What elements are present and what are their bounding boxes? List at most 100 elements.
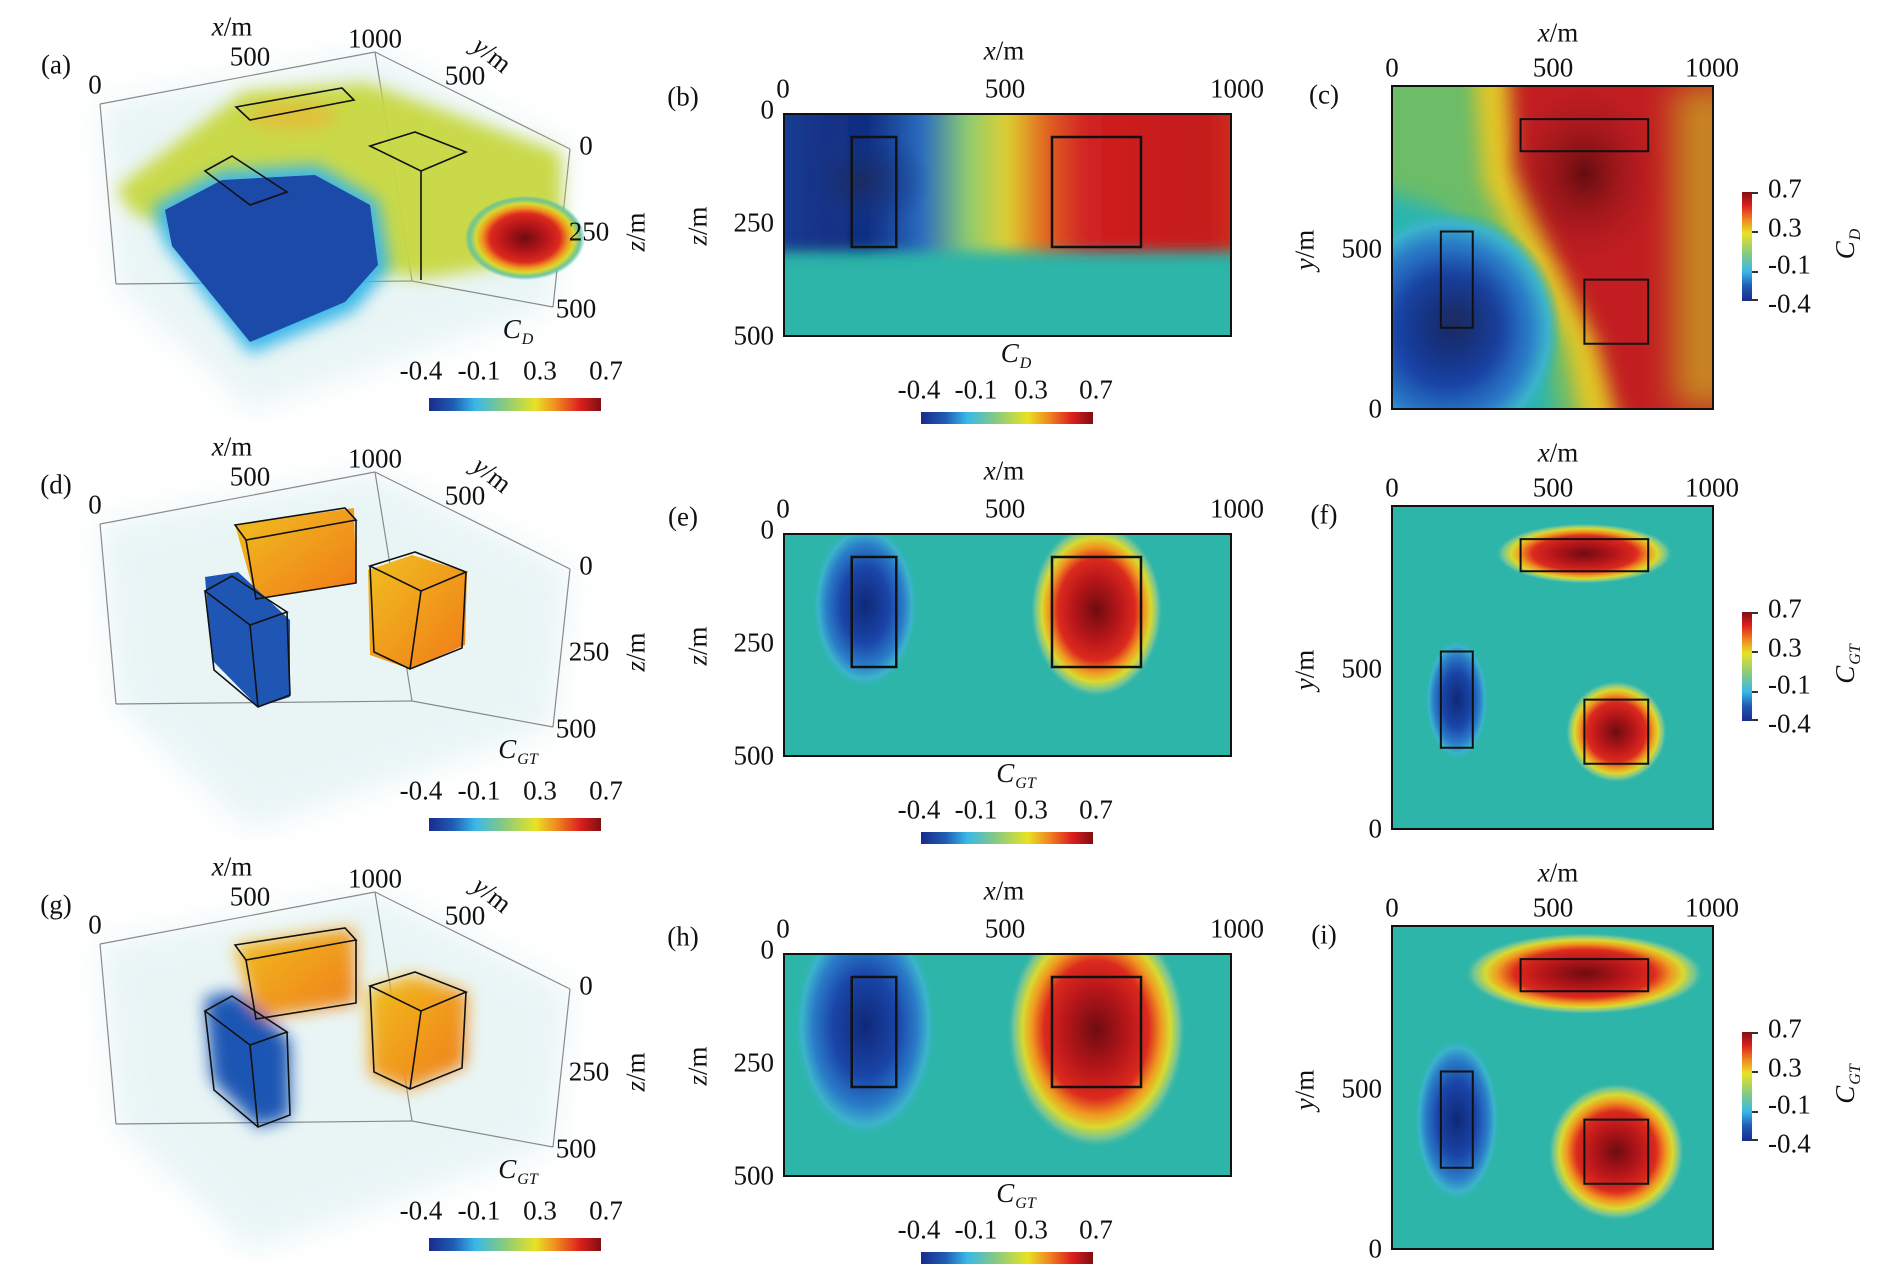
positive-anomaly [1463, 932, 1705, 1015]
negative-core [789, 128, 932, 234]
z-tick: 0 [579, 130, 593, 161]
colorbar-tick-label: -0.4 [897, 374, 941, 405]
colorbar-tick-label: -0.4 [399, 1195, 443, 1226]
panel-label: (b) [667, 81, 699, 112]
plan-heatmap [1391, 925, 1714, 1250]
colorbar-tick [1752, 299, 1758, 301]
anomaly-outline [409, 590, 422, 670]
colorbar-tick [1752, 192, 1758, 194]
x-tick: 500 [984, 493, 1026, 524]
negative-anomaly [811, 535, 919, 689]
anomaly-outline [245, 940, 357, 1020]
colorbar-tick-label: -0.4 [1768, 1128, 1811, 1159]
volume-render-3d [99, 891, 571, 1250]
colorbar [429, 818, 601, 831]
x-tick: 500 [984, 73, 1026, 104]
volume-haze [100, 892, 570, 1250]
colorbar-tick-label: -0.1 [457, 355, 501, 386]
anomaly-outline [1521, 119, 1649, 151]
anomaly-outline [852, 977, 897, 1087]
z-tick: 0 [760, 514, 775, 545]
colorbar [1742, 1032, 1752, 1141]
plan-heatmap [1391, 85, 1714, 410]
colorbar-title: CD [502, 314, 534, 348]
z-tick: 500 [555, 713, 597, 744]
anomaly-outline [1521, 959, 1649, 991]
x-tick: 500 [229, 41, 271, 72]
x-tick: 1000 [348, 443, 402, 474]
colorbar-tick-label: -0.4 [1768, 288, 1811, 319]
x-tick: 1000 [1210, 73, 1264, 104]
z-tick: 0 [579, 970, 593, 1001]
colorbar-tick-label: 0.3 [1768, 1052, 1802, 1083]
figure-row: (g) x/m 0 500 1000 y/m 500 0 250 500 z/m… [0, 840, 1890, 1264]
colorbar-tick-label: -0.4 [399, 775, 443, 806]
z-tick: 250 [568, 1056, 610, 1087]
z-tick: 500 [733, 1160, 775, 1191]
z-tick: 500 [733, 320, 775, 351]
orange-volume [465, 196, 585, 280]
z-axis-title: z/m [620, 212, 651, 252]
x-tick: 500 [229, 881, 271, 912]
colorbar [1742, 612, 1752, 721]
positive-anomaly [1547, 1082, 1686, 1222]
colorbar-tick-label: 0.3 [1014, 374, 1048, 405]
panel-label: (g) [40, 889, 72, 920]
z-tick: 0 [760, 934, 775, 965]
colorbar [429, 398, 601, 411]
colorbar-tick-label: -0.4 [897, 1214, 941, 1245]
figure-row: (a) x/m 0 500 1000 y/m 500 0 250 500 z/m… [0, 0, 1890, 424]
colorbar-title: CGT [1830, 644, 1864, 684]
anomaly-outline [234, 87, 356, 121]
x-axis-title: x/m [1537, 857, 1579, 888]
colorbar-tick [1752, 651, 1758, 653]
x-axis-title: x/m [983, 875, 1025, 906]
x-tick: 0 [1385, 472, 1399, 503]
anomaly-outline [1521, 539, 1649, 571]
anomaly-outline [1441, 1071, 1473, 1167]
colorbar-tick [1752, 271, 1758, 273]
negative-anomaly [1413, 1037, 1500, 1202]
colorbar-tick-label: 0.7 [589, 1195, 623, 1226]
colorbar-tick-label: -0.1 [1768, 669, 1811, 700]
x-axis-title: x/m [983, 35, 1025, 66]
colorbar-tick [1752, 612, 1758, 614]
panel-label: (i) [1311, 919, 1337, 950]
colorbar-title: CGT [498, 1154, 538, 1188]
colorbar-tick-label: 0.7 [1079, 794, 1113, 825]
anomaly-outline [409, 1010, 422, 1090]
x-tick: 500 [1532, 472, 1574, 503]
colorbar-tick [1752, 1139, 1758, 1141]
x-axis-title: x/m [1537, 17, 1579, 48]
colorbar-tick-label: 0.7 [1079, 374, 1113, 405]
x-tick: 0 [88, 489, 102, 520]
anomaly-outline [203, 155, 289, 206]
anomaly-outline [249, 624, 259, 708]
z-tick: 0 [579, 550, 593, 581]
colorbar-tick [1752, 691, 1758, 693]
anomaly-outline [1441, 231, 1473, 327]
x-tick: 1000 [348, 863, 402, 894]
colorbar-tick-label: 0.3 [1768, 632, 1802, 663]
colorbar [429, 1238, 601, 1251]
colorbar-tick-label: 0.3 [523, 1195, 557, 1226]
colorbar [921, 832, 1093, 844]
y-tick: 500 [444, 480, 486, 511]
x-tick: 1000 [1685, 892, 1739, 923]
colorbar-tick-label: 0.3 [1768, 212, 1802, 243]
z-axis-title: z/m [620, 632, 651, 672]
x-axis-title: x/m [983, 455, 1025, 486]
colorbar [921, 412, 1093, 424]
z-tick: 250 [733, 627, 775, 658]
anomaly-outline [1052, 977, 1141, 1087]
colorbar-tick-label: 0.7 [1768, 173, 1802, 204]
z-tick: 500 [733, 740, 775, 771]
panel-label: (e) [668, 501, 698, 532]
colorbar-tick-label: -0.1 [1768, 1089, 1811, 1120]
anomaly-outline [367, 131, 469, 172]
x-tick: 1000 [1210, 493, 1264, 524]
panel-label: (d) [40, 469, 72, 500]
anomaly-outline [1584, 700, 1648, 764]
x-tick: 0 [88, 909, 102, 940]
x-tick: 500 [1532, 52, 1574, 83]
